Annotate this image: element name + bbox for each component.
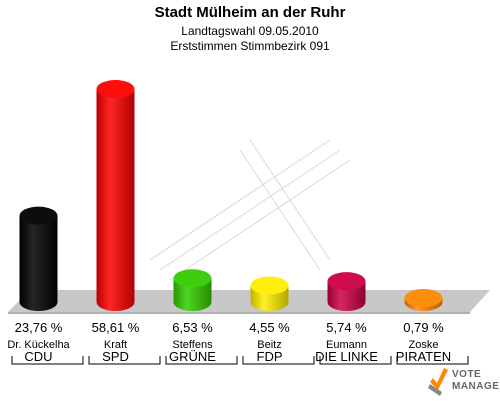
- candidate-label: Dr. Kückelha: [7, 339, 70, 351]
- category-bracket: [242, 356, 315, 365]
- value-label: 5,74 %: [326, 320, 367, 335]
- candidate-label: Steffens: [172, 339, 213, 351]
- chart-subtitle-2: Erststimmen Stimmbezirk 091: [170, 39, 330, 53]
- chart-subtitle: Landtagswahl 09.05.2010: [181, 24, 319, 38]
- candidate-label: Kraft: [104, 339, 127, 351]
- value-label: 58,61 %: [92, 320, 140, 335]
- category-bracket: [319, 356, 392, 365]
- bar-grüne: [173, 269, 212, 311]
- party-label: FDP: [257, 349, 283, 364]
- bar-piraten: [404, 289, 443, 311]
- candidate-label: Eumann: [326, 339, 367, 351]
- category-bracket: [165, 356, 238, 365]
- category-bracket: [11, 356, 84, 365]
- party-label: PIRATEN: [396, 349, 451, 364]
- chart-floor-shade: [8, 312, 470, 314]
- party-label: GRÜNE: [169, 349, 216, 364]
- party-label: DIE LINKE: [315, 349, 378, 364]
- bar-die-linke: [327, 272, 366, 311]
- logo-line-1: VOTE: [452, 369, 482, 380]
- chart-title: Stadt Mülheim an der Ruhr: [154, 4, 346, 21]
- candidate-label: Beitz: [257, 339, 281, 351]
- vote-manager-logo: VOTE MANAGER: [428, 366, 500, 400]
- value-label: 4,55 %: [249, 320, 290, 335]
- value-label: 6,53 %: [172, 320, 213, 335]
- category-bracket: [396, 356, 469, 365]
- bar-fdp: [250, 276, 289, 311]
- bar-cdu: [19, 206, 58, 311]
- candidate-label: Zoske: [409, 339, 439, 351]
- party-label: SPD: [102, 349, 129, 364]
- category-bracket: [88, 356, 161, 365]
- value-label: 0,79 %: [403, 320, 444, 335]
- background-decoration: [149, 139, 351, 281]
- bars-group: [19, 80, 443, 312]
- value-label: 23,76 %: [15, 320, 63, 335]
- checkmark-ballot-icon: [428, 368, 448, 396]
- party-label: CDU: [24, 349, 52, 364]
- logo-line-2: MANAGER: [452, 381, 500, 392]
- bar-spd: [96, 80, 135, 312]
